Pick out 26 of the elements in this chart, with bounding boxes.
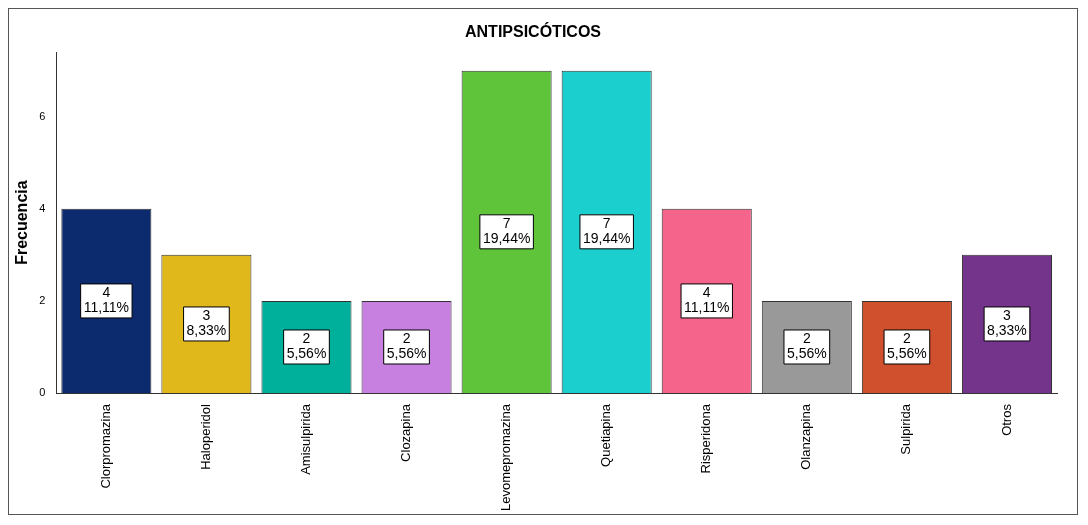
- x-tick-label: Sulpirida: [898, 403, 914, 455]
- data-label: 3 8,33%: [186, 307, 227, 339]
- data-label: 7 19,44%: [482, 215, 531, 247]
- y-tick-label: 4: [39, 201, 46, 214]
- data-label: 7 19,44%: [582, 215, 631, 247]
- data-label: 4 11,11%: [83, 284, 130, 316]
- y-tick-label: 0: [39, 386, 46, 399]
- x-tick-label: Otros: [998, 403, 1014, 436]
- y-tick-label: 6: [39, 109, 46, 122]
- data-label: 2 5,56%: [786, 330, 827, 362]
- data-label: 2 5,56%: [386, 330, 427, 362]
- x-tick-label: Olanzapina: [798, 403, 814, 470]
- data-label: 3 8,33%: [987, 307, 1027, 339]
- data-label: 2 5,56%: [887, 330, 927, 362]
- x-tick-label: Amisulpirida: [298, 403, 314, 475]
- data-label: 2 5,56%: [286, 330, 327, 362]
- chart-title: ANTIPSICÓTICOS: [464, 22, 602, 41]
- x-tick-label: Risperidona: [698, 403, 714, 474]
- x-tick-label: Clorpromazina: [97, 403, 113, 489]
- x-tick-label: Haloperidol: [198, 403, 213, 470]
- x-tick-label: Clozapina: [398, 403, 414, 462]
- x-tick-label: Quetiapina: [598, 403, 614, 467]
- y-axis-title: Frecuencia: [13, 180, 31, 265]
- data-label: 4 11,11%: [684, 284, 730, 316]
- y-tick-label: 2: [39, 293, 46, 306]
- x-tick-label: Levomepromazina: [498, 403, 514, 512]
